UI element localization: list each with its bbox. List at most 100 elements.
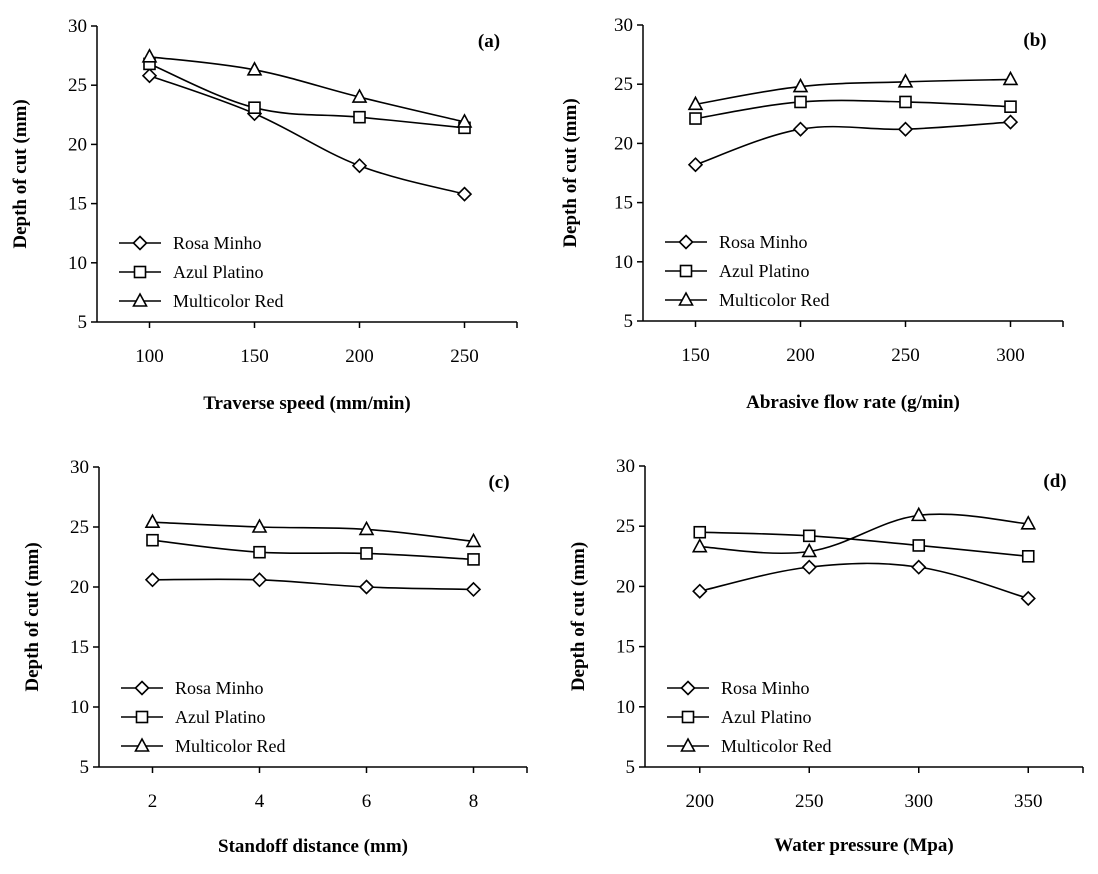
legend-entry: Multicolor Red [721,736,832,756]
y-axis-label: Depth of cut (mm) [10,99,31,248]
chart-panel-c: 5 10 15 20 25 30 2 4 6 8 Standoff distance (mm) Dep… [22,457,528,857]
data-point-multicolor-red [801,542,818,558]
legend-marker [132,292,148,307]
data-point-rosa-minho [358,579,375,595]
y-tick-label: 15 [70,637,89,658]
x-tick-label: 6 [362,791,372,812]
data-point-azul-platino [794,95,807,109]
x-tick-label: 300 [996,345,1025,366]
legend-entry: Azul Platino [173,262,264,282]
legend-marker [134,737,150,752]
legend-marker [679,264,693,278]
legend-marker [132,235,148,251]
data-point-rosa-minho [692,583,708,599]
data-point-azul-platino [899,95,912,109]
chart-panel-d: 5 10 15 20 25 30 200 250 300 350 Water pressure (M… [568,456,1084,856]
x-tick-label: 2 [148,791,158,812]
data-point-rosa-minho [456,186,473,202]
x-axis-label: Water pressure (Mpa) [774,835,953,856]
y-tick-label: 20 [70,577,89,598]
legend-entry: Azul Platino [719,261,810,281]
chart-panel-b: 5 10 15 20 25 30 150 200 250 300 Abrasive flow rat… [560,15,1064,413]
series-line-azul-platino [695,99,1011,120]
data-point-azul-platino [146,533,159,547]
x-tick-label: 250 [450,346,479,367]
data-point-rosa-minho [351,158,368,174]
data-point-azul-platino [802,529,816,543]
data-point-multicolor-red [910,506,927,522]
y-tick-label: 20 [616,576,635,597]
legend-marker [678,291,694,306]
x-tick-label: 250 [795,791,824,812]
data-point-multicolor-red [792,77,809,93]
panel-label: (b) [1023,30,1046,51]
y-tick-label: 30 [614,15,633,36]
y-tick-label: 25 [614,74,633,95]
y-tick-label: 20 [68,134,87,155]
y-tick-label: 10 [614,252,633,273]
chart-panel-a: 5 10 15 20 25 30 100 150 200 250 Traverse speed (m… [10,16,518,414]
y-tick-label: 15 [616,637,635,658]
data-point-multicolor-red [144,513,161,529]
data-point-azul-platino [693,525,707,539]
x-tick-label: 8 [469,791,479,812]
data-point-rosa-minho [801,559,817,575]
legend-entry: Rosa Minho [173,233,262,253]
data-point-azul-platino [912,539,926,552]
data-point-rosa-minho [1020,590,1036,607]
y-tick-label: 20 [614,133,633,154]
panel-label: (d) [1043,471,1066,492]
y-tick-label: 15 [614,193,633,214]
data-point-azul-platino [253,545,266,559]
series-line-multicolor-red [149,55,465,123]
legend-entry: Multicolor Red [719,290,830,310]
data-point-azul-platino [1004,100,1017,113]
legend-entry: Rosa Minho [719,232,808,252]
data-point-multicolor-red [1020,515,1037,530]
series-line-multicolor-red [695,78,1011,106]
series-line-multicolor-red [152,521,474,543]
data-point-multicolor-red [358,520,375,536]
legend-marker [678,234,694,250]
x-tick-label: 150 [681,345,710,366]
x-tick-label: 100 [135,346,164,367]
x-axis-label: Standoff distance (mm) [218,836,408,857]
data-point-rosa-minho [1002,114,1019,130]
y-tick-label: 10 [68,253,87,274]
data-point-multicolor-red [897,73,914,88]
legend-marker [134,680,150,696]
data-point-rosa-minho [141,68,158,84]
y-tick-label: 30 [70,457,89,478]
legend-entry: Azul Platino [175,707,266,727]
x-tick-label: 4 [255,791,265,812]
panel-label: (a) [478,31,500,52]
series-line-rosa-minho [695,121,1011,166]
x-tick-label: 200 [786,345,815,366]
y-tick-label: 30 [616,456,635,477]
data-point-rosa-minho [465,581,482,598]
x-axis-label: Traverse speed (mm/min) [203,393,411,414]
data-point-azul-platino [689,112,702,125]
x-tick-label: 200 [686,791,715,812]
data-point-rosa-minho [792,121,809,137]
legend-entry: Multicolor Red [173,291,284,311]
legend-marker [681,710,695,724]
y-tick-label: 5 [80,757,90,778]
legend-marker [680,737,696,752]
data-point-azul-platino [353,110,366,124]
legend-entry: Multicolor Red [175,736,286,756]
data-point-rosa-minho [251,572,268,588]
legend-marker [135,710,149,724]
y-tick-label: 10 [70,697,89,718]
y-axis-label: Depth of cut (mm) [568,542,589,691]
x-tick-label: 350 [1014,791,1043,812]
series-line-azul-platino [152,539,474,561]
data-point-azul-platino [360,547,373,560]
y-tick-label: 25 [68,75,87,96]
series-line-rosa-minho [149,74,465,195]
data-point-multicolor-red [246,61,263,76]
series-line-multicolor-red [699,513,1029,554]
panel-label: (c) [488,472,509,493]
data-point-multicolor-red [465,532,482,548]
